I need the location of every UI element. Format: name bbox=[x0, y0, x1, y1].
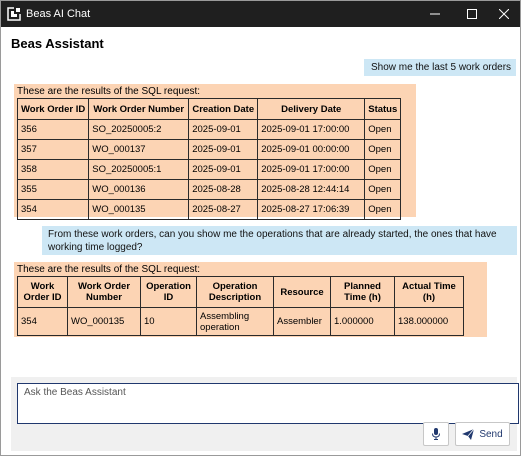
column-header: Creation Date bbox=[188, 98, 259, 120]
close-icon bbox=[499, 9, 509, 19]
table-cell: 354 bbox=[17, 307, 68, 336]
assistant-message: These are the results of the SQL request… bbox=[14, 84, 416, 220]
close-button[interactable] bbox=[485, 1, 520, 27]
column-header: Operation Description bbox=[196, 276, 274, 308]
page-title: Beas Assistant bbox=[11, 36, 104, 51]
window-title: Beas AI Chat bbox=[26, 8, 91, 20]
table-cell: 2025-09-01 bbox=[188, 139, 259, 160]
table-cell: 2025-09-01 00:00:00 bbox=[257, 139, 366, 160]
table-cell: Open bbox=[364, 159, 402, 180]
table-cell: WO_000136 bbox=[88, 179, 190, 200]
table-header-row: Work Order ID Work Order Number Operatio… bbox=[17, 276, 464, 308]
table-cell: Open bbox=[364, 179, 402, 200]
table-cell: 2025-09-01 17:00:00 bbox=[257, 119, 366, 140]
table-cell: WO_000135 bbox=[88, 199, 190, 220]
table-cell: WO_000135 bbox=[67, 307, 141, 336]
column-header: Operation ID bbox=[140, 276, 197, 308]
table-cell: Assembling operation bbox=[196, 307, 274, 336]
microphone-button[interactable] bbox=[423, 422, 449, 446]
table-cell: 2025-09-01 bbox=[188, 119, 259, 140]
minimize-icon bbox=[430, 13, 440, 15]
table-cell: 2025-08-27 17:06:39 bbox=[257, 199, 366, 220]
column-header: Resource bbox=[273, 276, 331, 308]
table-row: 354 WO_000135 2025-08-27 2025-08-27 17:0… bbox=[16, 199, 402, 220]
table-cell: 356 bbox=[16, 119, 90, 140]
column-header: Status bbox=[364, 98, 402, 120]
send-button[interactable]: Send bbox=[455, 422, 510, 446]
table-cell: 358 bbox=[16, 159, 90, 180]
table-cell: 2025-08-28 12:44:14 bbox=[257, 179, 366, 200]
assistant-message-intro: These are the results of the SQL request… bbox=[17, 86, 201, 97]
table-header-row: Work Order ID Work Order Number Creation… bbox=[16, 98, 402, 120]
table-cell: WO_000137 bbox=[88, 139, 190, 160]
assistant-message: These are the results of the SQL request… bbox=[14, 262, 487, 337]
title-bar: Beas AI Chat bbox=[1, 1, 520, 27]
user-message: Show me the last 5 work orders bbox=[364, 59, 516, 76]
table-row: 356 SO_20250005:2 2025-09-01 2025-09-01 … bbox=[16, 119, 402, 140]
table-cell: 355 bbox=[16, 179, 90, 200]
composer: Send bbox=[11, 377, 519, 451]
table-cell: 357 bbox=[16, 139, 90, 160]
minimize-button[interactable] bbox=[416, 1, 454, 27]
table-cell: 2025-09-01 bbox=[188, 159, 259, 180]
results-table: Work Order ID Work Order Number Operatio… bbox=[17, 276, 464, 336]
paper-plane-icon bbox=[462, 428, 475, 440]
microphone-icon bbox=[432, 428, 440, 440]
column-header: Work Order ID bbox=[16, 98, 90, 120]
table-cell: 138.000000 bbox=[394, 307, 464, 336]
table-cell: SO_20250005:2 bbox=[88, 119, 190, 140]
table-cell: Open bbox=[364, 199, 402, 220]
app-logo-icon bbox=[7, 7, 21, 21]
table-cell: 354 bbox=[16, 199, 90, 220]
column-header: Work Order Number bbox=[67, 276, 141, 308]
assistant-message-intro: These are the results of the SQL request… bbox=[17, 264, 201, 275]
table-cell: 1.000000 bbox=[330, 307, 395, 336]
table-row: 358 SO_20250005:1 2025-09-01 2025-09-01 … bbox=[16, 159, 402, 180]
table-row: 355 WO_000136 2025-08-28 2025-08-28 12:4… bbox=[16, 179, 402, 200]
send-button-label: Send bbox=[479, 428, 503, 440]
table-cell: 2025-08-27 bbox=[188, 199, 259, 220]
column-header: Work Order ID bbox=[17, 276, 68, 308]
table-cell: Open bbox=[364, 119, 402, 140]
table-cell: Open bbox=[364, 139, 402, 160]
table-cell: 10 bbox=[140, 307, 197, 336]
column-header: Planned Time (h) bbox=[330, 276, 395, 308]
maximize-icon bbox=[467, 9, 477, 19]
results-table: Work Order ID Work Order Number Creation… bbox=[16, 98, 402, 220]
column-header: Work Order Number bbox=[88, 98, 190, 120]
column-header: Actual Time (h) bbox=[394, 276, 464, 308]
user-message-text: Show me the last 5 work orders bbox=[371, 62, 512, 73]
chat-input[interactable] bbox=[17, 383, 519, 424]
table-cell: SO_20250005:1 bbox=[88, 159, 190, 180]
column-header: Delivery Date bbox=[257, 98, 366, 120]
table-row: 357 WO_000137 2025-09-01 2025-09-01 00:0… bbox=[16, 139, 402, 160]
table-row: 354 WO_000135 10 Assembling operation As… bbox=[17, 307, 464, 336]
user-message-text: From these work orders, can you show me … bbox=[48, 229, 497, 253]
table-cell: 2025-08-28 bbox=[188, 179, 259, 200]
table-cell: 2025-09-01 17:00:00 bbox=[257, 159, 366, 180]
user-message: From these work orders, can you show me … bbox=[42, 226, 517, 255]
table-cell: Assembler bbox=[273, 307, 331, 336]
maximize-button[interactable] bbox=[453, 1, 491, 27]
